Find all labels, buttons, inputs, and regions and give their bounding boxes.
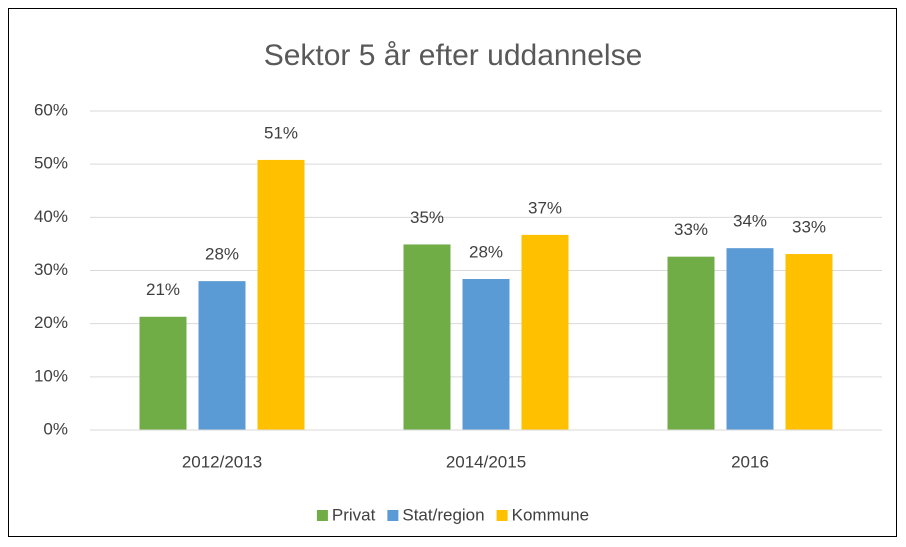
legend-swatch bbox=[496, 510, 508, 521]
y-tick-label: 60% bbox=[34, 100, 68, 119]
data-label: 33% bbox=[674, 220, 708, 239]
data-label: 37% bbox=[528, 198, 562, 217]
y-tick-label: 0% bbox=[43, 419, 68, 438]
legend-label: Kommune bbox=[512, 505, 589, 524]
x-tick-label: 2012/2013 bbox=[182, 452, 262, 471]
x-tick-label: 2016 bbox=[731, 452, 769, 471]
bar bbox=[726, 248, 774, 430]
data-label: 28% bbox=[469, 242, 503, 261]
legend-swatch bbox=[387, 510, 399, 521]
bar bbox=[521, 234, 569, 430]
legend-label: Privat bbox=[332, 505, 376, 524]
bar bbox=[785, 254, 833, 430]
data-label: 28% bbox=[205, 245, 239, 264]
bar bbox=[462, 279, 510, 430]
data-label: 21% bbox=[146, 280, 180, 299]
chart-title: Sektor 5 år efter uddannelse bbox=[264, 39, 643, 72]
y-tick-label: 50% bbox=[34, 154, 68, 173]
data-label: 51% bbox=[264, 123, 298, 142]
legend-swatch bbox=[316, 510, 328, 521]
bar bbox=[198, 281, 246, 430]
data-label: 33% bbox=[792, 218, 826, 237]
legend-label: Stat/region bbox=[402, 505, 484, 524]
data-label: 35% bbox=[410, 208, 444, 227]
y-tick-label: 30% bbox=[34, 260, 68, 279]
y-tick-label: 10% bbox=[34, 366, 68, 385]
x-tick-label: 2014/2015 bbox=[446, 452, 526, 471]
bar bbox=[667, 256, 715, 430]
y-tick-label: 40% bbox=[34, 207, 68, 226]
y-tick-label: 20% bbox=[34, 313, 68, 332]
bar bbox=[257, 159, 305, 430]
bar bbox=[139, 316, 187, 430]
data-label: 34% bbox=[733, 212, 767, 231]
bar bbox=[403, 244, 451, 430]
